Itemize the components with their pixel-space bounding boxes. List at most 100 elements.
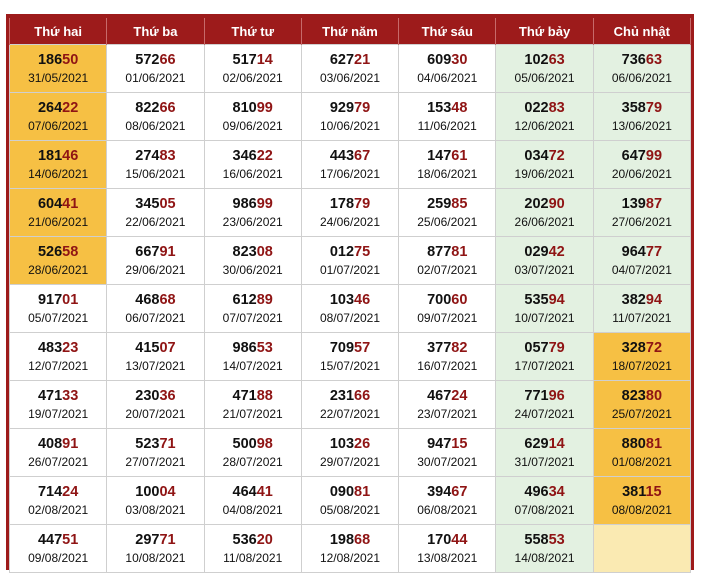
header-friday: Thứ sáu: [398, 18, 497, 45]
number-tail: 91: [62, 435, 79, 452]
number-head: 572: [135, 51, 160, 68]
number-tail: 14: [256, 51, 273, 68]
result-date: 30/06/2021: [222, 262, 283, 277]
number-tail: 60: [451, 291, 468, 308]
result-number: 18650: [10, 51, 106, 70]
result-number: 70060: [399, 291, 495, 310]
number-tail: 22: [62, 99, 79, 116]
result-cell: 02942 03/07/2021: [495, 236, 594, 285]
result-cell: 38115 08/08/2021: [592, 476, 692, 525]
result-cell: 81099 09/06/2021: [203, 92, 302, 141]
result-date: 14/08/2021: [514, 550, 575, 565]
number-head: 709: [329, 339, 355, 356]
number-tail: 22: [256, 147, 273, 164]
result-cell: 87781 02/07/2021: [398, 236, 497, 285]
result-number: 39467: [399, 483, 495, 502]
result-cell: 02283 12/06/2021: [495, 92, 594, 141]
number-tail: 23: [62, 339, 79, 356]
result-cell: 62914 31/07/2021: [495, 428, 594, 477]
number-tail: 50: [62, 51, 79, 68]
result-cell: 10004 03/08/2021: [106, 476, 205, 525]
result-date: 17/06/2021: [319, 166, 381, 181]
result-date: 23/06/2021: [222, 214, 283, 229]
result-number: 98699: [205, 195, 301, 214]
number-tail: 68: [354, 531, 371, 548]
result-number: 18146: [10, 147, 106, 166]
header-saturday: Thứ bảy: [495, 18, 594, 45]
number-tail: 98: [256, 435, 273, 452]
result-number: 98653: [205, 339, 301, 358]
number-tail: 72: [645, 339, 663, 356]
result-cell: 96477 04/07/2021: [592, 236, 692, 285]
number-tail: 30: [451, 51, 468, 68]
result-date: 09/06/2021: [222, 118, 283, 133]
number-head: 471: [232, 387, 257, 404]
result-cell: 41507 13/07/2021: [106, 332, 205, 381]
result-date: 13/06/2021: [611, 118, 672, 133]
number-head: 328: [621, 339, 646, 356]
result-number: 77196: [496, 387, 592, 406]
table-row: 47133 19/07/2021 23036 20/07/2021 47188 21/07…: [8, 380, 692, 429]
result-date: 31/05/2021: [28, 70, 89, 85]
result-cell: 29771 10/08/2021: [106, 524, 205, 573]
number-head: 358: [621, 99, 646, 116]
result-cell: 82308 30/06/2021: [203, 236, 302, 285]
number-tail: 53: [256, 339, 273, 356]
result-date: 03/06/2021: [319, 70, 381, 85]
number-tail: 53: [548, 531, 565, 548]
result-number: 32872: [594, 339, 690, 358]
number-head: 102: [524, 51, 549, 68]
result-cell: 70957 15/07/2021: [300, 332, 400, 381]
number-head: 468: [135, 291, 160, 308]
number-tail: 66: [159, 51, 176, 68]
result-cell: 23166 22/07/2021: [300, 380, 400, 429]
number-tail: 07: [159, 339, 176, 356]
result-cell: 01275 01/07/2021: [300, 236, 400, 285]
result-cell: 66791 29/06/2021: [106, 236, 205, 285]
result-number: 46868: [107, 291, 203, 310]
result-date: 20/07/2021: [125, 406, 186, 421]
result-number: 20290: [496, 195, 592, 214]
table-row: 40891 26/07/2021 52371 27/07/2021 50098 28/07…: [8, 428, 692, 477]
number-tail: 26: [354, 435, 371, 452]
number-head: 022: [524, 99, 549, 116]
result-cell: 57266 01/06/2021: [106, 44, 205, 93]
header-thursday: Thứ năm: [300, 18, 400, 45]
result-date: 04/07/2021: [611, 262, 672, 277]
result-cell: 53620 11/08/2021: [203, 524, 302, 573]
number-head: 483: [37, 339, 63, 356]
result-number: 29771: [107, 531, 203, 550]
result-date: 08/06/2021: [125, 118, 186, 133]
number-tail: 87: [645, 195, 663, 212]
result-number: 50098: [205, 435, 301, 454]
result-number: 60930: [399, 51, 495, 70]
result-number: 70957: [302, 339, 398, 358]
number-tail: 81: [645, 435, 663, 452]
number-head: 090: [329, 483, 355, 500]
number-head: 609: [427, 51, 452, 68]
number-head: 629: [524, 435, 549, 452]
result-cell: 64799 20/06/2021: [592, 140, 692, 189]
result-cell: 53594 10/07/2021: [495, 284, 594, 333]
result-cell: 47133 19/07/2021: [8, 380, 108, 429]
number-head: 823: [621, 387, 646, 404]
result-date: 30/07/2021: [417, 454, 478, 469]
result-date: 05/07/2021: [28, 310, 89, 325]
number-head: 877: [427, 243, 452, 260]
number-tail: 15: [451, 435, 468, 452]
number-tail: 44: [451, 531, 468, 548]
result-cell: 98699 23/06/2021: [203, 188, 302, 237]
result-date: 08/07/2021: [319, 310, 381, 325]
result-date: 13/08/2021: [417, 550, 478, 565]
result-number: 48323: [10, 339, 106, 358]
number-tail: 68: [159, 291, 176, 308]
number-tail: 90: [548, 195, 565, 212]
number-tail: 83: [548, 99, 565, 116]
number-head: 377: [427, 339, 452, 356]
number-head: 823: [232, 243, 257, 260]
result-date: 06/08/2021: [417, 502, 478, 517]
result-number: 62721: [302, 51, 398, 70]
number-head: 443: [329, 147, 355, 164]
result-cell: 50098 28/07/2021: [203, 428, 302, 477]
result-cell: 98653 14/07/2021: [203, 332, 302, 381]
